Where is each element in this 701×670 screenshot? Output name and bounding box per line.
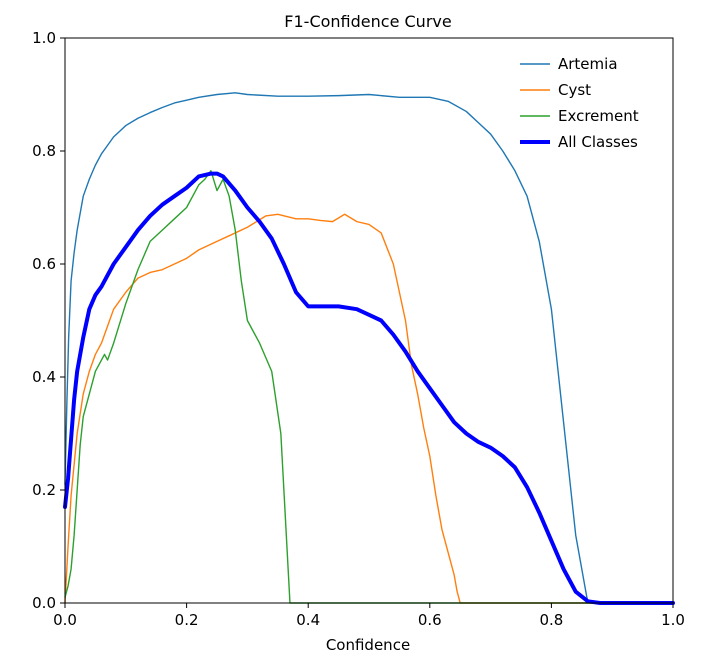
legend-label-cyst: Cyst: [558, 81, 591, 99]
series-line-artemia: [64, 92, 674, 604]
legend-label-all-classes: All Classes: [558, 133, 638, 151]
x-tick-label: 1.0: [661, 611, 685, 629]
series-line-excrement: [64, 170, 674, 604]
x-tick-label: 0.8: [539, 611, 563, 629]
y-tick-label: 0.0: [32, 594, 56, 612]
legend: Artemia Cyst Excrement All Classes: [520, 55, 639, 151]
y-tick-label: 0.4: [32, 368, 56, 386]
y-tick-label: 1.0: [32, 29, 56, 47]
chart-title: F1-Confidence Curve: [284, 12, 451, 31]
series-layer: [63, 92, 675, 605]
x-axis-label: Confidence: [326, 636, 410, 654]
plot-frame: [64, 37, 674, 604]
x-tick-label: 0.0: [53, 611, 77, 629]
x-tick-label: 0.6: [418, 611, 442, 629]
y-axis: 0.0 0.2 0.4 0.6 0.8 1.0: [32, 29, 65, 612]
y-tick-label: 0.8: [32, 142, 56, 160]
series-line-cyst: [64, 213, 674, 604]
y-tick-label: 0.6: [32, 255, 56, 273]
legend-label-artemia: Artemia: [558, 55, 618, 73]
x-tick-label: 0.2: [175, 611, 199, 629]
legend-label-excrement: Excrement: [558, 107, 639, 125]
y-tick-label: 0.2: [32, 481, 56, 499]
series-line-all-classes: [63, 171, 675, 605]
x-tick-label: 0.4: [296, 611, 320, 629]
x-axis: 0.0 0.2 0.4 0.6 0.8 1.0: [53, 603, 685, 629]
